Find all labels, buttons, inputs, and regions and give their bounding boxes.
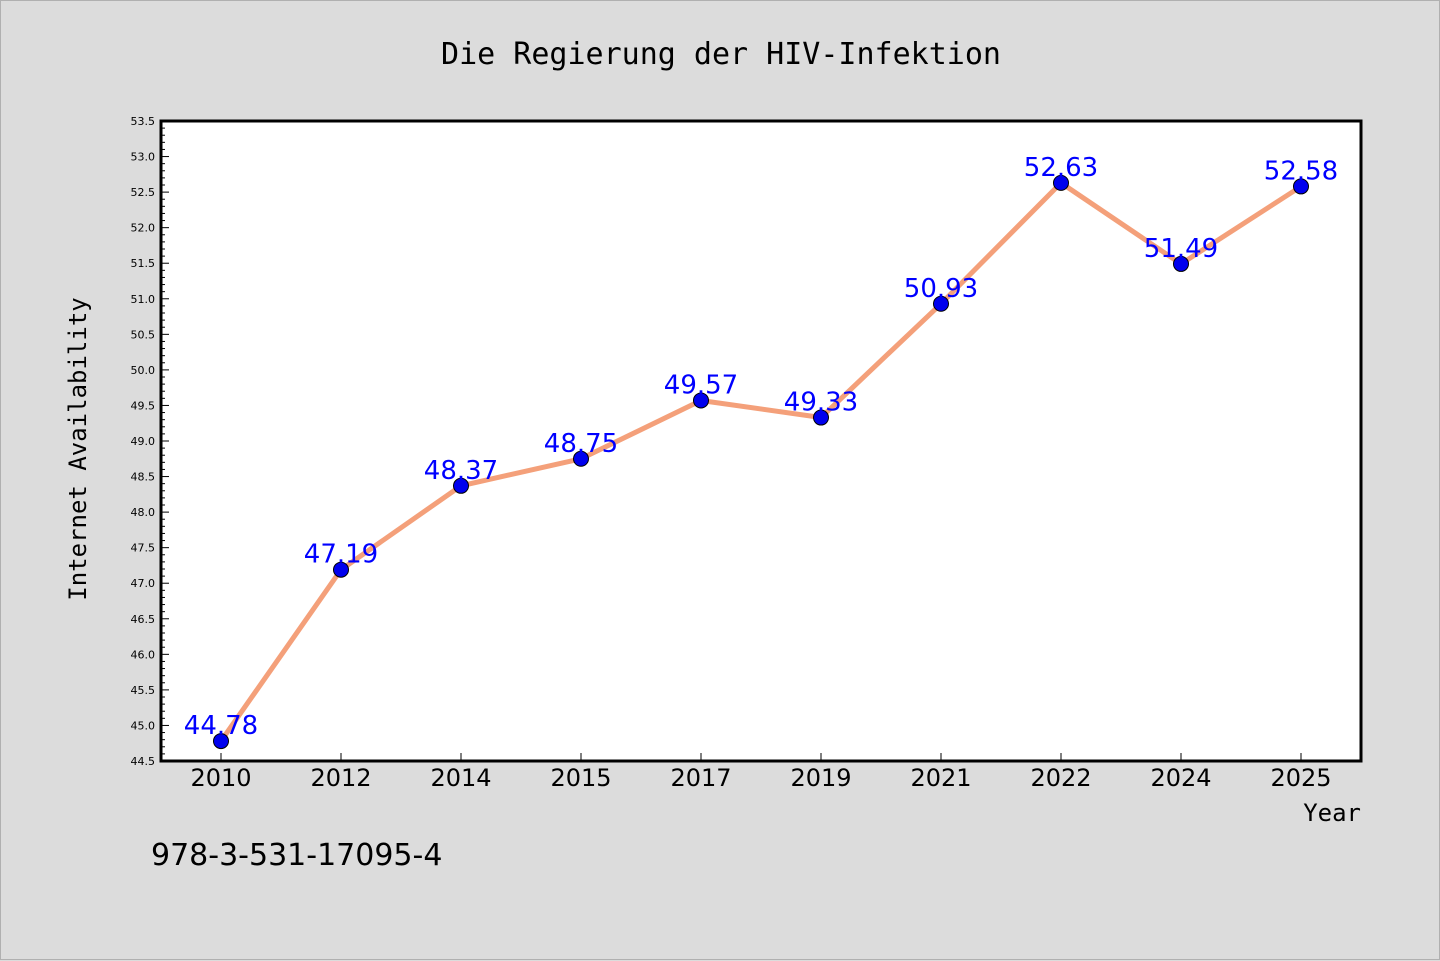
y-tick-label: 50.5	[131, 328, 156, 341]
data-point	[453, 477, 469, 494]
x-tick-label: 2024	[1150, 764, 1211, 792]
x-tick-label: 2015	[550, 764, 611, 792]
data-label: 47.19	[304, 540, 378, 570]
y-tick-label: 49.0	[131, 435, 156, 448]
data-point	[333, 561, 349, 578]
isbn-label: 978-3-531-17095-4	[151, 838, 442, 873]
x-tick-label: 2022	[1030, 764, 1091, 792]
data-point	[1173, 255, 1189, 272]
y-tick-label: 44.5	[131, 755, 156, 768]
data-label: 49.33	[784, 388, 858, 418]
data-point	[693, 392, 709, 409]
data-point	[213, 733, 229, 750]
y-tick-label: 47.5	[131, 542, 156, 555]
x-tick-label: 2019	[790, 764, 851, 792]
y-tick-label: 46.0	[131, 648, 156, 661]
series-line-group: 44.78 47.19 48.37 48.75 49.57 49.33 50.93 52.63…	[184, 153, 1338, 750]
y-tick-label: 45.5	[131, 684, 156, 697]
y-tick-label: 51.5	[131, 257, 156, 270]
y-tick-label: 52.0	[131, 222, 156, 235]
y-tick-label: 46.5	[131, 613, 156, 626]
data-point	[1293, 178, 1309, 195]
plot-frame	[159, 119, 1363, 763]
y-tick-label: 47.0	[131, 577, 156, 590]
y-axis-label: Internet Availability	[64, 297, 92, 600]
data-label: 48.75	[544, 429, 618, 459]
y-tick-label: 53.5	[131, 115, 156, 128]
y-tick-label: 51.0	[131, 293, 156, 306]
data-label: 52.58	[1264, 156, 1338, 186]
data-point	[573, 450, 589, 467]
y-tick-label: 49.5	[131, 399, 156, 412]
y-tick-label: 50.0	[131, 364, 156, 377]
data-point	[933, 295, 949, 312]
chart-title: Die Regierung der HIV-Infektion	[441, 37, 1001, 72]
data-point	[1053, 174, 1069, 191]
x-tick-label: 2025	[1270, 764, 1331, 792]
x-tick-label: 2010	[190, 764, 251, 792]
x-axis-label: Year	[1303, 799, 1361, 827]
data-label: 44.78	[184, 711, 258, 741]
x-axis: 2010 2012 2014 2015 2017 2019 2021 2022 2024 2025	[190, 753, 1332, 792]
data-label: 49.57	[664, 370, 738, 400]
series-line	[218, 180, 1304, 744]
x-tick-label: 2014	[430, 764, 491, 792]
y-tick-label: 48.0	[131, 506, 156, 519]
y-tick-label: 45.0	[131, 719, 156, 732]
data-label: 50.93	[904, 274, 978, 304]
plot-area	[161, 121, 1361, 761]
y-tick-label: 48.5	[131, 471, 156, 484]
x-tick-label: 2021	[910, 764, 971, 792]
x-tick-label: 2012	[310, 764, 371, 792]
y-tick-label: 52.5	[131, 186, 156, 199]
data-point	[813, 409, 829, 426]
data-label: 48.37	[424, 456, 498, 486]
x-tick-label: 2017	[670, 764, 731, 792]
y-tick-label: 53.0	[131, 151, 156, 164]
data-label: 51.49	[1144, 234, 1218, 264]
data-label: 52.63	[1024, 153, 1098, 183]
